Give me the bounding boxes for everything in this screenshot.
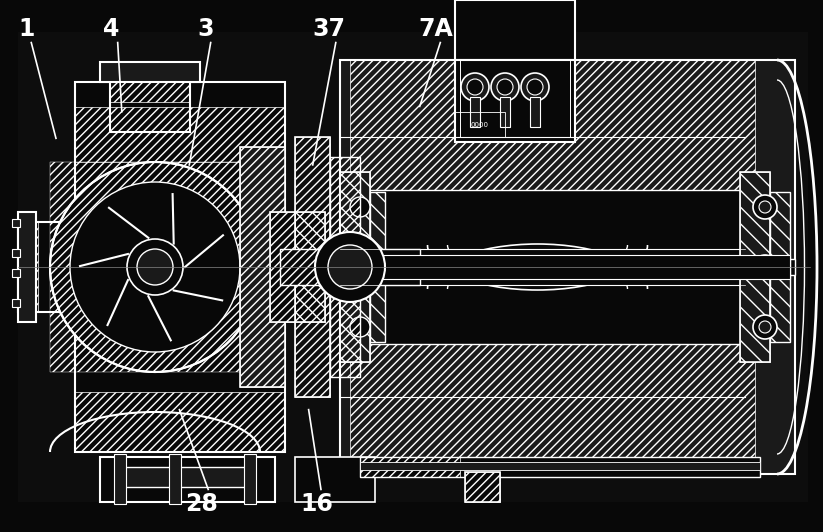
Text: 37: 37 bbox=[313, 17, 346, 41]
Bar bbox=[500, 97, 510, 127]
Bar bbox=[330, 157, 360, 377]
Bar bbox=[350, 344, 755, 474]
Bar bbox=[12, 299, 20, 307]
Circle shape bbox=[461, 73, 489, 101]
Bar bbox=[270, 212, 325, 322]
Circle shape bbox=[328, 245, 372, 289]
Bar bbox=[295, 457, 375, 502]
Bar bbox=[280, 249, 420, 285]
Bar bbox=[350, 190, 750, 344]
Bar bbox=[340, 172, 370, 362]
Bar bbox=[455, 112, 505, 137]
Bar bbox=[455, 60, 575, 142]
Circle shape bbox=[137, 249, 173, 285]
Bar bbox=[340, 60, 795, 474]
Circle shape bbox=[527, 79, 543, 95]
Bar bbox=[114, 454, 126, 504]
Bar bbox=[770, 192, 790, 342]
Bar bbox=[360, 457, 460, 477]
Circle shape bbox=[350, 317, 370, 337]
Bar bbox=[12, 249, 20, 257]
Bar bbox=[18, 222, 38, 312]
Circle shape bbox=[521, 73, 549, 101]
Bar bbox=[18, 32, 808, 502]
Circle shape bbox=[350, 197, 370, 217]
Bar bbox=[75, 82, 285, 452]
Bar bbox=[530, 97, 540, 127]
Circle shape bbox=[127, 239, 183, 295]
Bar bbox=[169, 454, 181, 504]
Bar bbox=[455, 0, 575, 60]
Circle shape bbox=[315, 232, 385, 302]
Bar bbox=[770, 192, 790, 342]
Text: 7A: 7A bbox=[419, 17, 453, 41]
Bar bbox=[370, 192, 385, 342]
Text: 0000: 0000 bbox=[471, 122, 489, 128]
Bar bbox=[280, 249, 355, 285]
Bar bbox=[18, 222, 93, 312]
Text: 1: 1 bbox=[18, 17, 35, 41]
Bar bbox=[295, 212, 325, 322]
Bar bbox=[270, 212, 295, 322]
Circle shape bbox=[491, 73, 519, 101]
Bar bbox=[370, 192, 385, 342]
Circle shape bbox=[753, 255, 777, 279]
Bar bbox=[330, 157, 360, 377]
Bar bbox=[18, 212, 36, 322]
Circle shape bbox=[753, 195, 777, 219]
Bar bbox=[360, 462, 760, 470]
Bar bbox=[120, 467, 255, 487]
Circle shape bbox=[70, 182, 240, 352]
Bar bbox=[340, 255, 790, 279]
Text: 28: 28 bbox=[185, 492, 218, 517]
Bar bbox=[75, 107, 285, 162]
Bar bbox=[12, 269, 20, 277]
Bar bbox=[465, 472, 500, 502]
Text: 16: 16 bbox=[300, 492, 333, 517]
Bar bbox=[350, 60, 755, 190]
Bar bbox=[740, 172, 770, 362]
Bar bbox=[350, 249, 750, 285]
Circle shape bbox=[753, 315, 777, 339]
Bar bbox=[100, 457, 275, 502]
Bar bbox=[740, 172, 770, 362]
Bar bbox=[50, 162, 260, 372]
Bar bbox=[110, 77, 190, 102]
Bar bbox=[12, 219, 20, 227]
Circle shape bbox=[497, 79, 513, 95]
Bar bbox=[244, 454, 256, 504]
Bar bbox=[240, 147, 285, 387]
Bar bbox=[360, 457, 760, 477]
Bar bbox=[100, 62, 200, 82]
Circle shape bbox=[759, 261, 771, 273]
Bar bbox=[295, 137, 330, 397]
Bar bbox=[240, 259, 795, 275]
Bar bbox=[460, 60, 570, 137]
Text: 3: 3 bbox=[198, 17, 214, 41]
Bar bbox=[465, 472, 500, 502]
Bar bbox=[295, 137, 330, 397]
Bar bbox=[110, 77, 190, 132]
Circle shape bbox=[759, 321, 771, 333]
Bar bbox=[470, 97, 480, 127]
Bar bbox=[240, 147, 285, 387]
Bar bbox=[75, 392, 285, 452]
Circle shape bbox=[467, 79, 483, 95]
Circle shape bbox=[759, 201, 771, 213]
Bar bbox=[340, 172, 370, 362]
Text: 4: 4 bbox=[103, 17, 119, 41]
Circle shape bbox=[50, 162, 260, 372]
